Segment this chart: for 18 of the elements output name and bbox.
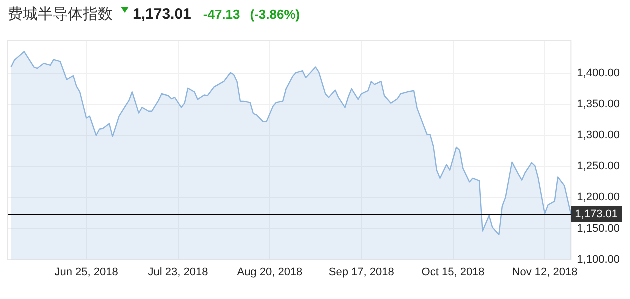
- y-tick-label: 1,300.00: [577, 130, 620, 142]
- y-tick-label: 1,250.00: [577, 160, 620, 173]
- x-tick-label: Jun 25, 2018: [54, 266, 118, 278]
- chart-title: 费城半导体指数: [8, 4, 113, 24]
- ref-line-label: 1,173.01: [575, 208, 618, 220]
- x-tick-label: Sep 17, 2018: [328, 266, 394, 278]
- y-tick-label: 1,200.00: [577, 192, 620, 204]
- y-tick-label: 1,150.00: [577, 222, 620, 235]
- y-tick-label: 1,350.00: [577, 98, 620, 111]
- chart-subtitle: 1,173.01: [133, 6, 192, 22]
- x-tick-label: Jul 23, 2018: [148, 266, 208, 278]
- x-tick-label: Oct 15, 2018: [422, 266, 485, 278]
- x-tick-label: Nov 12, 2018: [512, 266, 578, 278]
- y-tick-label: 1,100.00: [577, 254, 620, 266]
- y-tick-label: 1,400.00: [577, 68, 620, 80]
- text: -47.13: [203, 6, 240, 22]
- text: (-3.86%): [250, 6, 300, 22]
- x-tick-label: Aug 20, 2018: [237, 266, 303, 278]
